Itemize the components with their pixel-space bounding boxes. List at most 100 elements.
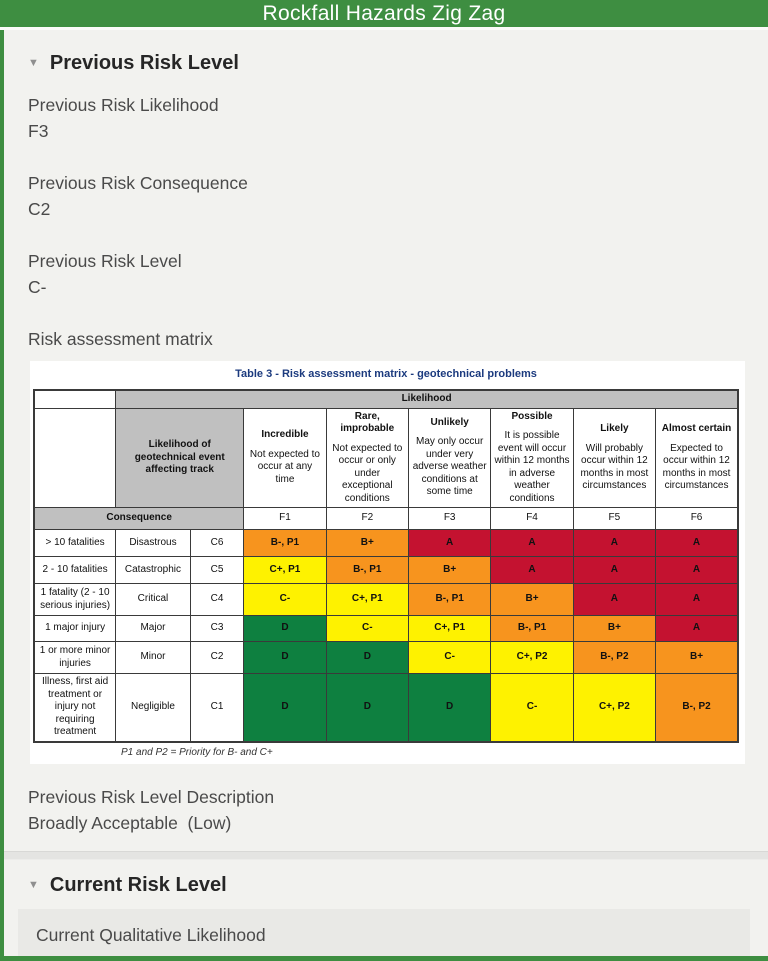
risk-cell: B+ xyxy=(325,529,409,557)
previous-risk-consequence-value: C2 xyxy=(28,199,51,219)
collapse-arrow-icon: ▼ xyxy=(28,57,39,69)
form-title: Rockfall Hazards Zig Zag xyxy=(262,1,506,25)
col-desc: Not expected to occur or only under exce… xyxy=(332,442,403,504)
matrix-col-header-f6: Almost certain Expected to occur within 1… xyxy=(655,407,739,508)
risk-cell: A xyxy=(490,556,574,584)
matrix-likelihood-band-row: Likelihood xyxy=(33,389,739,409)
risk-assessment-matrix-label: Risk assessment matrix xyxy=(28,329,213,349)
risk-cell: B-, P1 xyxy=(407,583,492,616)
field-previous-risk-consequence: Previous Risk Consequence C2 xyxy=(28,170,748,222)
impact-cell: 1 major injury xyxy=(33,615,117,642)
risk-cell: A xyxy=(655,615,739,642)
risk-cell: A xyxy=(655,583,739,616)
risk-cell: B+ xyxy=(407,556,492,584)
risk-matrix-table: Likelihood Likelihood of geotechnical ev… xyxy=(33,389,739,743)
matrix-row-c3: 1 major injury Major C3 D C- C+, P1 B-, … xyxy=(33,615,739,642)
risk-cell: B+ xyxy=(572,615,657,642)
risk-cell: A xyxy=(572,583,657,616)
matrix-row-c1: Illness, first aid treatment or injury n… xyxy=(33,673,739,742)
severity-cell: Critical xyxy=(115,583,191,616)
risk-cell: A xyxy=(655,556,739,584)
matrix-likelihood-band: Likelihood xyxy=(115,389,739,409)
col-desc: Will probably occur within 12 months in … xyxy=(580,442,649,492)
matrix-code-f3: F3 xyxy=(407,507,492,530)
col-name: Possible xyxy=(511,410,553,422)
page-left-border xyxy=(0,30,4,961)
matrix-col-header-f3: Unlikely May only occur under very advers… xyxy=(407,407,492,508)
risk-cell: A xyxy=(572,529,657,557)
risk-cell: A xyxy=(490,529,574,557)
risk-cell: D xyxy=(407,673,492,742)
risk-cell: D xyxy=(243,673,327,742)
field-previous-risk-level: Previous Risk Level C- xyxy=(28,248,748,300)
impact-cell: Illness, first aid treatment or injury n… xyxy=(33,673,117,742)
previous-risk-consequence-label: Previous Risk Consequence xyxy=(28,173,248,193)
current-section-title: Current Risk Level xyxy=(49,873,227,896)
app-header: Rockfall Hazards Zig Zag xyxy=(0,0,768,30)
risk-cell: B-, P2 xyxy=(655,673,739,742)
matrix-empty-cell xyxy=(33,407,117,508)
risk-cell: C- xyxy=(490,673,574,742)
risk-cell: B-, P1 xyxy=(325,556,409,584)
collapse-arrow-icon: ▼ xyxy=(28,878,39,891)
matrix-code-f4: F4 xyxy=(490,507,574,530)
previous-risk-level-label: Previous Risk Level xyxy=(28,251,182,271)
matrix-footnote: P1 and P2 = Priority for B- and C+ xyxy=(121,746,273,758)
form-content: ▼ Previous Risk Level Previous Risk Like… xyxy=(0,30,768,961)
col-desc: It is possible event will occur within 1… xyxy=(494,430,570,504)
current-qualitative-likelihood-label: Current Qualitative Likelihood xyxy=(36,924,266,945)
matrix-code-f2: F2 xyxy=(325,507,409,530)
current-section-header[interactable]: ▼ Current Risk Level xyxy=(28,874,748,897)
code-cell: C1 xyxy=(189,673,245,742)
col-name: Rare, improbable xyxy=(340,410,395,435)
impact-cell: 1 fatality (2 - 10 serious injuries) xyxy=(33,583,117,616)
risk-cell: C+, P1 xyxy=(407,615,492,642)
risk-cell: C+, P2 xyxy=(490,641,574,674)
matrix-empty-corner xyxy=(33,389,117,409)
risk-cell: D xyxy=(243,615,327,642)
risk-cell: C- xyxy=(407,641,492,674)
risk-cell: D xyxy=(243,641,327,674)
previous-risk-level-value: C- xyxy=(28,277,47,297)
matrix-row-c6: > 10 fatalities Disastrous C6 B-, P1 B+ … xyxy=(33,529,739,557)
current-risk-section: ▼ Current Risk Level Current Qualitative… xyxy=(18,874,750,961)
col-desc: Not expected to occur at any time xyxy=(249,448,320,485)
page-bottom-border xyxy=(0,956,768,961)
severity-cell: Major xyxy=(115,615,191,642)
code-cell: C4 xyxy=(189,583,245,616)
impact-cell: 1 or more minor injuries xyxy=(33,641,117,674)
severity-cell: Minor xyxy=(115,641,191,674)
previous-risk-description-label: Previous Risk Level Description xyxy=(28,786,275,807)
matrix-col-header-f2: Rare, improbable Not expected to occur or… xyxy=(325,407,409,508)
risk-cell: C+, P1 xyxy=(325,583,409,616)
previous-risk-likelihood-value: F3 xyxy=(28,121,49,141)
impact-cell: > 10 fatalities xyxy=(33,529,117,557)
risk-cell: D xyxy=(325,641,409,674)
previous-section-header[interactable]: ▼ Previous Risk Level xyxy=(28,52,748,75)
matrix-column-header-row: Likelihood of geotechnical event affecti… xyxy=(33,407,739,508)
matrix-col-header-f4: Possible It is possible event will occur … xyxy=(490,407,574,508)
matrix-code-f1: F1 xyxy=(243,507,327,530)
matrix-corner-header: Likelihood of geotechnical event affecti… xyxy=(115,407,245,508)
matrix-consequence-row: Consequence F1 F2 F3 F4 F5 F6 xyxy=(33,507,739,530)
impact-cell: 2 - 10 fatalities xyxy=(33,556,117,584)
risk-cell: A xyxy=(407,529,492,557)
field-previous-risk-likelihood: Previous Risk Likelihood F3 xyxy=(28,92,748,144)
col-desc: Expected to occur within 12 months in mo… xyxy=(662,442,731,492)
risk-cell: B+ xyxy=(655,641,739,674)
matrix-code-f6: F6 xyxy=(655,507,739,530)
previous-risk-description-value: Broadly Acceptable (Low) xyxy=(28,812,232,833)
matrix-row-c2: 1 or more minor injuries Minor C2 D D C-… xyxy=(33,641,739,674)
col-desc: May only occur under very adverse weathe… xyxy=(412,436,487,498)
field-risk-assessment-matrix: Risk assessment matrix xyxy=(28,326,748,352)
risk-matrix-image: Table 3 - Risk assessment matrix - geote… xyxy=(30,361,745,764)
risk-cell: C- xyxy=(325,615,409,642)
risk-cell: D xyxy=(325,673,409,742)
code-cell: C2 xyxy=(189,641,245,674)
col-name: Incredible xyxy=(261,429,309,441)
col-name: Unlikely xyxy=(430,416,469,428)
matrix-row-c5: 2 - 10 fatalities Catastrophic C5 C+, P1… xyxy=(33,556,739,584)
col-name: Almost certain xyxy=(661,423,732,434)
col-name: Likely xyxy=(600,423,629,434)
